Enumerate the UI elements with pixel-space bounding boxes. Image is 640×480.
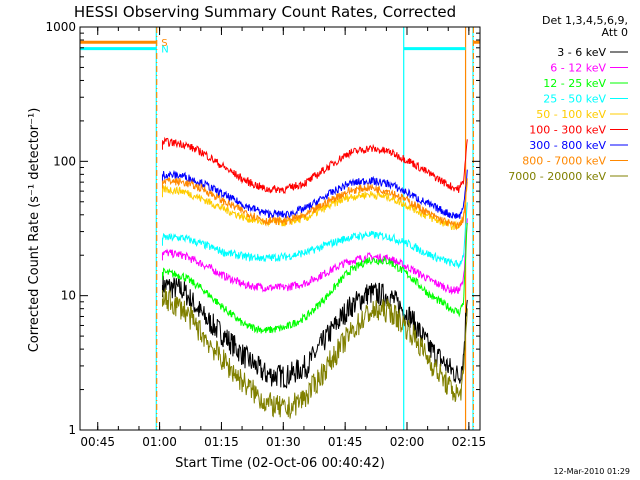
series-line-8 <box>162 288 468 419</box>
flag-label-n: N <box>161 45 168 56</box>
x-axis-label: Start Time (02-Oct-06 00:40:42) <box>175 456 385 471</box>
legend-label-5: 100 - 300 keV <box>529 124 606 137</box>
series-line-6 <box>162 169 468 219</box>
y-tick-label-1: 10 <box>61 289 76 303</box>
series-line-2 <box>162 222 468 334</box>
x-tick-label-2: 01:15 <box>204 435 239 449</box>
y-axis-label: Corrected Count Rate (s⁻¹ detector⁻¹) <box>27 108 42 353</box>
x-tick-label-5: 02:00 <box>390 435 425 449</box>
x-tick-label-6: 02:15 <box>452 435 487 449</box>
series-line-7 <box>162 177 468 231</box>
footer-timestamp: 12-Mar-2010 01:29 <box>554 467 631 476</box>
legend-label-2: 12 - 25 keV <box>543 77 606 90</box>
legend-header-0: Det 1,3,4,5,6,9, <box>542 14 628 27</box>
series-line-1 <box>162 218 468 295</box>
legend-label-4: 50 - 100 keV <box>536 108 606 121</box>
plot-area: SN 1 10 100 1000 00:45 01:00 01:15 01:30 01:45 02:… <box>45 20 486 449</box>
x-tick-label-4: 01:45 <box>328 435 363 449</box>
legend-label-8: 7000 - 20000 keV <box>508 170 606 183</box>
y-tick-label-3: 1000 <box>45 20 76 34</box>
series-line-4 <box>162 181 468 231</box>
y-tick-label-2: 100 <box>53 154 76 168</box>
legend-label-6: 300 - 800 keV <box>529 139 606 152</box>
x-tick-label-0: 00:45 <box>80 435 115 449</box>
flag-label-s: S <box>161 38 167 49</box>
x-tick-label-3: 01:30 <box>266 435 301 449</box>
chart-title: HESSI Observing Summary Count Rates, Cor… <box>74 3 456 21</box>
series-line-5 <box>162 136 468 195</box>
legend-label-1: 6 - 12 keV <box>550 62 606 75</box>
legend-header-1: Att 0 <box>602 26 628 39</box>
y-tick-label-0: 1 <box>68 423 76 437</box>
x-tick-label-1: 01:00 <box>142 435 177 449</box>
series-line-0 <box>162 274 468 389</box>
series-line-3 <box>162 202 468 270</box>
legend-label-3: 25 - 50 keV <box>543 93 606 106</box>
legend: Det 1,3,4,5,6,9,Att 0 3 - 6 keV 6 - 12 keV… <box>508 14 628 183</box>
legend-label-0: 3 - 6 keV <box>557 46 606 59</box>
legend-label-7: 800 - 7000 keV <box>522 155 606 168</box>
plot-frame <box>79 26 481 431</box>
